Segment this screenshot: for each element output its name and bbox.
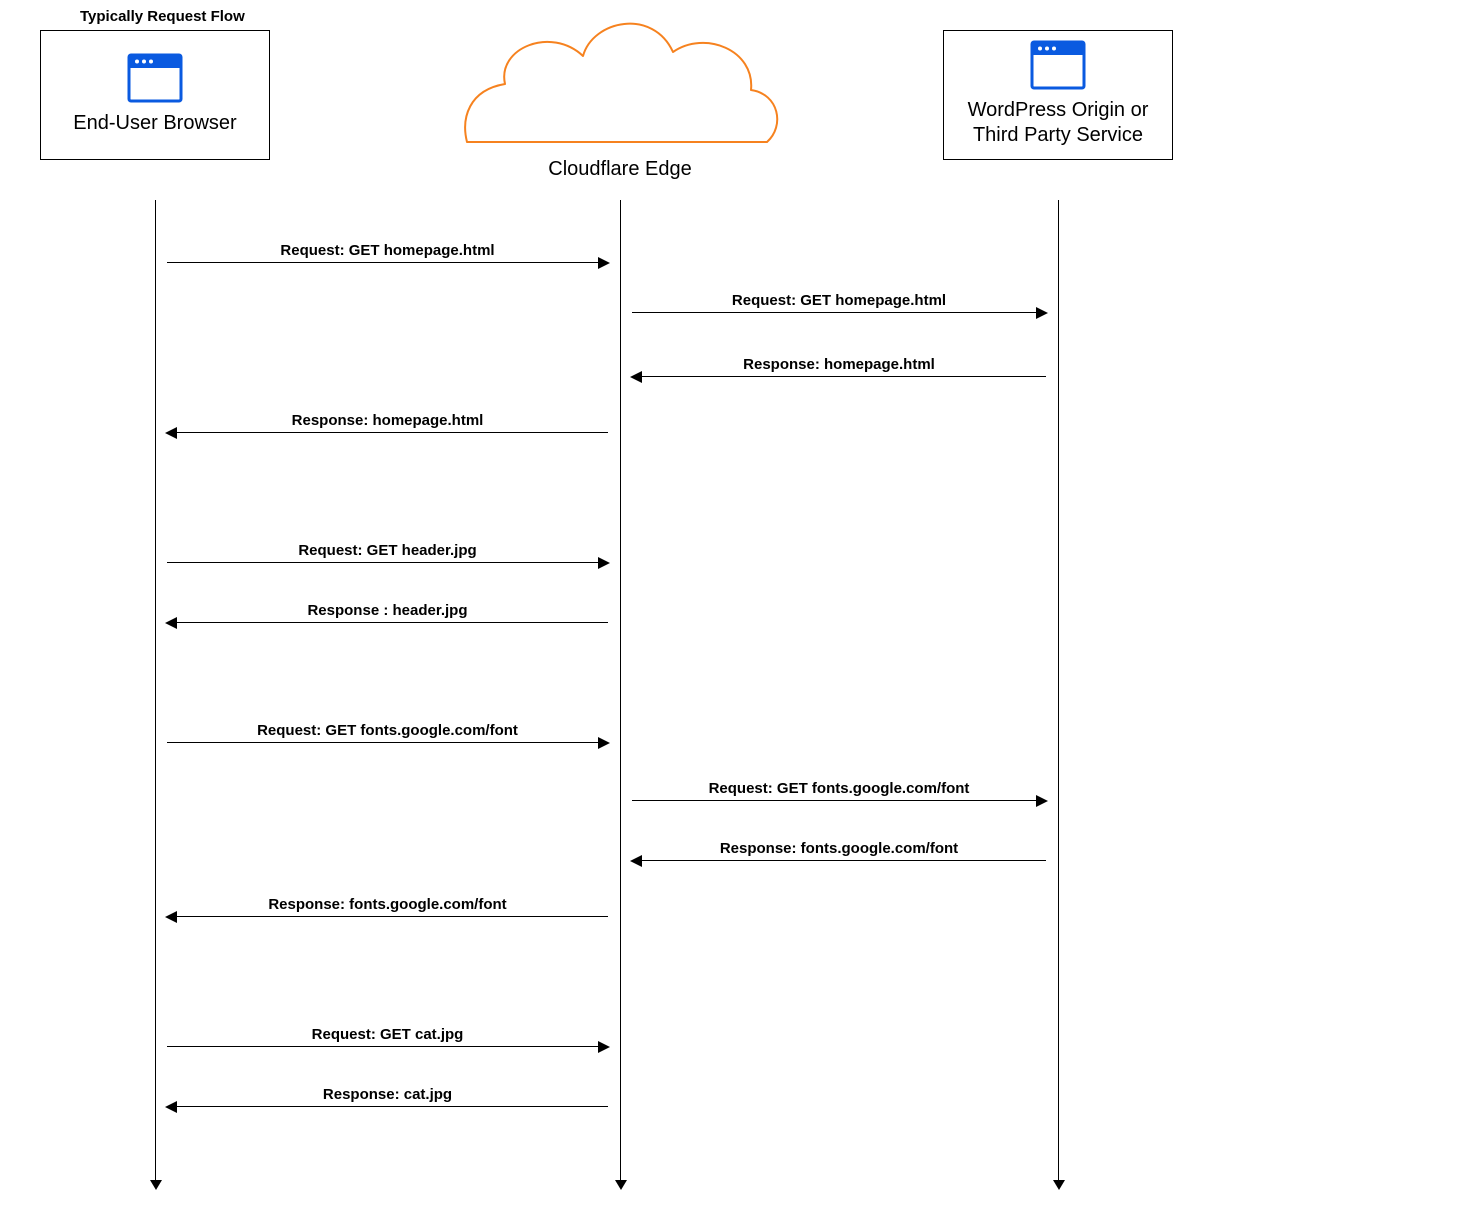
actor-edge-cloud	[455, 8, 785, 146]
browser-window-icon	[127, 53, 183, 103]
browser-window-icon	[1030, 40, 1086, 90]
diagram-title: Typically Request Flow	[80, 8, 245, 25]
actor-origin: WordPress Origin orThird Party Service	[943, 30, 1173, 160]
lifeline-browser	[155, 200, 156, 1188]
message-arrow: Request: GET fonts.google.com/font	[167, 742, 608, 743]
message-label: Response: fonts.google.com/font	[632, 840, 1046, 857]
message-label: Request: GET header.jpg	[167, 542, 608, 559]
message-arrow: Request: GET homepage.html	[632, 312, 1046, 313]
lifeline-edge	[620, 200, 621, 1188]
message-label: Response: homepage.html	[632, 356, 1046, 373]
message-label: Request: GET homepage.html	[167, 242, 608, 259]
message-arrow: Response: fonts.google.com/font	[632, 860, 1046, 861]
actor-edge-label: Cloudflare Edge	[545, 158, 695, 181]
message-arrow: Response : header.jpg	[167, 622, 608, 623]
message-arrow: Response: cat.jpg	[167, 1106, 608, 1107]
message-label: Response: cat.jpg	[167, 1086, 608, 1103]
cloud-icon	[455, 8, 785, 146]
message-label: Response: fonts.google.com/font	[167, 896, 608, 913]
message-label: Request: GET cat.jpg	[167, 1026, 608, 1043]
actor-browser-label: End-User Browser	[73, 111, 236, 136]
sequence-diagram: Typically Request Flow End-User Browser …	[0, 0, 1466, 1222]
message-label: Request: GET homepage.html	[632, 292, 1046, 309]
message-arrow: Request: GET fonts.google.com/font	[632, 800, 1046, 801]
message-arrow: Request: GET cat.jpg	[167, 1046, 608, 1047]
actor-browser: End-User Browser	[40, 30, 270, 160]
message-arrow: Response: homepage.html	[167, 432, 608, 433]
message-label: Response: homepage.html	[167, 412, 608, 429]
message-label: Response : header.jpg	[167, 602, 608, 619]
message-label: Request: GET fonts.google.com/font	[167, 722, 608, 739]
message-arrow: Response: fonts.google.com/font	[167, 916, 608, 917]
lifeline-origin	[1058, 200, 1059, 1188]
message-label: Request: GET fonts.google.com/font	[632, 780, 1046, 797]
actor-origin-label: WordPress Origin orThird Party Service	[968, 98, 1149, 148]
message-arrow: Response: homepage.html	[632, 376, 1046, 377]
message-arrow: Request: GET header.jpg	[167, 562, 608, 563]
message-arrow: Request: GET homepage.html	[167, 262, 608, 263]
